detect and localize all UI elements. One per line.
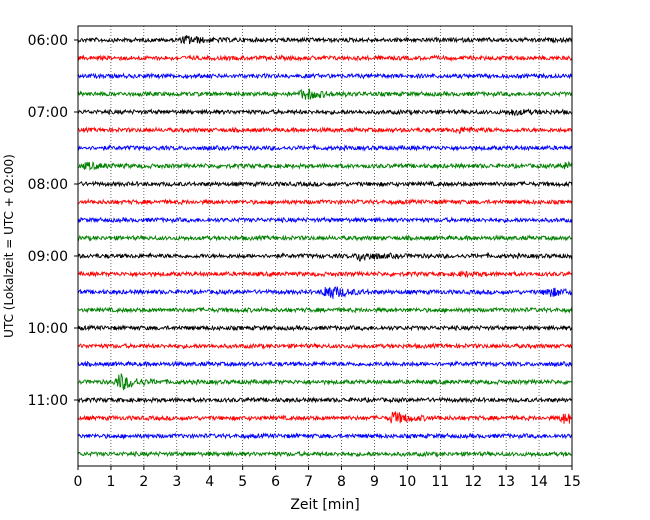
x-tick-label: 9 — [370, 474, 379, 490]
x-tick-label: 14 — [530, 474, 548, 490]
trace-line — [77, 306, 573, 314]
trace-line — [77, 126, 573, 135]
trace-line — [77, 396, 573, 404]
x-axis: 0 1 2 3 4 5 6 7 8 9 10 11 12 13 14 15 — [74, 466, 581, 490]
trace-line — [77, 108, 573, 117]
trace-line — [77, 432, 573, 440]
y-tick-label: 06:00 — [28, 33, 68, 49]
x-tick-label: 3 — [172, 474, 181, 490]
trace-line — [77, 324, 573, 332]
trace-line — [77, 180, 573, 188]
trace-line — [77, 360, 573, 368]
y-tick-label: 08:00 — [28, 177, 68, 193]
grid-lines — [110, 26, 540, 466]
y-tick-label: 10:00 — [28, 321, 68, 337]
x-tick-label: 13 — [497, 474, 515, 490]
x-axis-label: Zeit [min] — [290, 497, 359, 513]
x-tick-label: 4 — [205, 474, 214, 490]
trace-line — [77, 450, 573, 458]
x-tick-label: 10 — [398, 474, 416, 490]
x-tick-label: 1 — [106, 474, 115, 490]
trace-line — [77, 143, 573, 152]
x-tick-label: 7 — [304, 474, 313, 490]
trace-series — [77, 35, 573, 458]
trace-line — [77, 216, 573, 224]
y-axis: 06:00 07:00 08:00 09:00 10:00 11:00 — [28, 33, 78, 409]
y-tick-label: 11:00 — [28, 393, 68, 409]
trace-line — [77, 160, 573, 172]
trace-line — [77, 342, 573, 350]
y-tick-label: 07:00 — [28, 105, 68, 121]
x-tick-label: 12 — [464, 474, 482, 490]
trace-line — [77, 286, 573, 299]
plot-frame — [77, 25, 573, 467]
x-tick-label: 15 — [563, 474, 581, 490]
trace-line — [77, 72, 573, 80]
y-axis-label: UTC (Lokalzeit = UTC + 02:00) — [2, 154, 16, 338]
trace-line — [77, 54, 573, 63]
x-tick-label: 8 — [337, 474, 346, 490]
trace-line — [77, 269, 573, 279]
y-tick-label: 09:00 — [28, 249, 68, 265]
trace-line — [77, 251, 573, 262]
x-tick-label: 2 — [139, 474, 148, 490]
trace-line — [77, 198, 573, 206]
x-tick-label: 5 — [238, 474, 247, 490]
x-tick-label: 6 — [271, 474, 280, 490]
trace-line — [77, 373, 573, 391]
trace-line — [77, 35, 573, 45]
trace-line — [77, 411, 573, 424]
x-tick-label: 11 — [431, 474, 449, 490]
x-tick-label: 0 — [74, 474, 83, 490]
trace-line — [77, 88, 573, 101]
trace-line — [77, 234, 573, 242]
